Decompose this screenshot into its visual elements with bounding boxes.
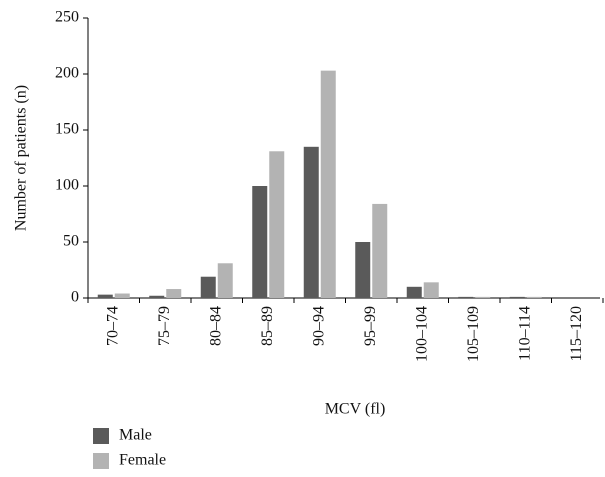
x-tick-label: 70–74 xyxy=(104,306,121,346)
bar xyxy=(114,293,130,298)
x-tick-label: 110–114 xyxy=(516,306,533,361)
y-tick-label: 0 xyxy=(71,289,79,306)
y-tick-label: 50 xyxy=(63,233,79,250)
y-tick-label: 200 xyxy=(55,65,79,82)
x-tick-label: 90–94 xyxy=(310,306,327,346)
y-tick-label: 250 xyxy=(55,9,79,26)
bar xyxy=(269,151,285,298)
x-tick-label: 105–109 xyxy=(465,306,482,362)
bar xyxy=(509,296,525,298)
legend-swatch xyxy=(93,453,109,469)
y-axis-title: Number of patients (n) xyxy=(13,85,30,231)
bar xyxy=(458,296,474,298)
bar xyxy=(166,289,182,298)
x-tick-label: 85–89 xyxy=(259,306,276,346)
x-axis-title: MCV (fl) xyxy=(325,401,386,418)
legend-swatch xyxy=(93,428,109,444)
x-tick-label: 100–104 xyxy=(413,306,430,362)
x-tick-label: 80–84 xyxy=(207,306,224,346)
legend-label: Male xyxy=(119,427,152,444)
bar xyxy=(475,296,491,298)
y-tick-label: 150 xyxy=(55,121,79,138)
bar xyxy=(526,296,542,298)
bar xyxy=(320,70,336,298)
bar xyxy=(252,186,268,298)
x-tick-label: 75–79 xyxy=(156,306,173,346)
bar xyxy=(372,203,388,298)
bar xyxy=(217,263,233,298)
x-tick-label: 115–120 xyxy=(568,306,585,361)
bar xyxy=(149,295,165,298)
bar xyxy=(423,282,439,298)
bar xyxy=(355,242,371,298)
bar xyxy=(200,276,216,298)
bar xyxy=(97,294,113,298)
y-tick-label: 100 xyxy=(55,177,79,194)
bar xyxy=(303,146,319,298)
bar xyxy=(406,286,422,298)
legend-label: Female xyxy=(119,452,166,469)
x-tick-label: 95–99 xyxy=(362,306,379,346)
